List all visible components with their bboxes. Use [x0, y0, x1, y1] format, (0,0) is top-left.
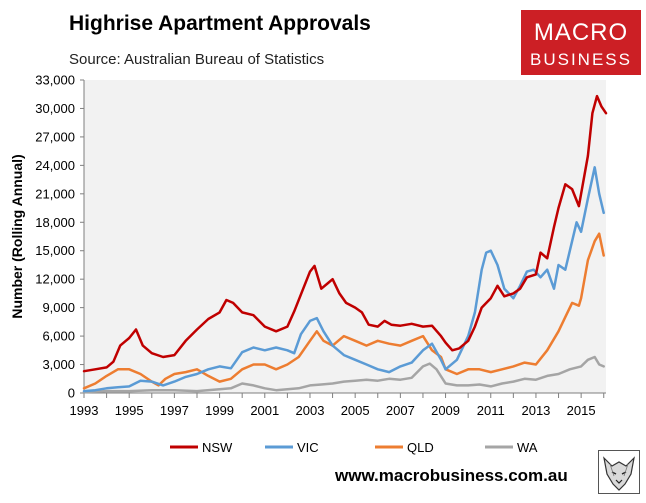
series-line-qld [82, 232, 605, 390]
x-tick-label: 1997 [160, 403, 189, 418]
x-tick-label: 2011 [477, 403, 505, 418]
y-tick-label: 3,000 [42, 357, 75, 372]
legend-label: NSW [202, 440, 233, 455]
x-tick-label: 2007 [386, 403, 415, 418]
legend-label: VIC [297, 440, 319, 455]
macrobusiness-logo: MACRO BUSINESS [521, 10, 641, 75]
legend: NSW VIC QLD WA [170, 440, 538, 455]
legend-label: QLD [407, 440, 434, 455]
x-tick-label: 2015 [567, 403, 596, 418]
y-tick-label: 0 [68, 386, 75, 401]
series-line-wa [82, 355, 605, 394]
x-tick-label: 2003 [296, 403, 325, 418]
series-line-nsw [82, 94, 608, 373]
footer-url[interactable]: www.macrobusiness.com.au [335, 466, 568, 485]
legend-item-qld: QLD [375, 440, 434, 455]
x-axis: 1993 1995 1997 1999 2001 2003 2005 2007 2009 2011… [70, 392, 606, 418]
y-axis: 0 3,000 6,000 9,000 12,000 15,000 18,000 21,000… [35, 73, 85, 401]
y-tick-label: 15,000 [35, 243, 75, 258]
series-line-vic [82, 166, 605, 393]
y-tick-label: 12,000 [35, 272, 75, 287]
chart-subtitle: Source: Australian Bureau of Statistics [69, 51, 325, 68]
y-tick-label: 24,000 [35, 158, 75, 173]
y-axis-label: Number (Rolling Annual) [9, 154, 25, 318]
legend-item-nsw: NSW [170, 440, 233, 455]
plot-area [84, 80, 606, 393]
y-tick-label: 18,000 [35, 215, 75, 230]
y-tick-label: 30,000 [35, 101, 75, 116]
y-tick-label: 33,000 [35, 73, 75, 88]
chart-title: Highrise Apartment Approvals [69, 12, 371, 35]
x-tick-label: 1995 [115, 403, 144, 418]
y-tick-label: 9,000 [42, 300, 75, 315]
x-tick-label: 2009 [431, 403, 460, 418]
x-tick-label: 2013 [521, 403, 550, 418]
series-layer [82, 94, 608, 394]
wolf-mascot-icon [598, 450, 640, 494]
x-tick-label: 1993 [70, 403, 99, 418]
x-tick-label: 2001 [250, 403, 279, 418]
logo-line-2: BUSINESS [530, 50, 632, 69]
legend-label: WA [517, 440, 538, 455]
logo-line-1: MACRO [533, 19, 629, 46]
legend-item-vic: VIC [265, 440, 319, 455]
legend-item-wa: WA [485, 440, 538, 455]
x-tick-label: 2005 [341, 403, 370, 418]
y-tick-label: 27,000 [35, 129, 75, 144]
y-tick-label: 21,000 [35, 186, 75, 201]
y-tick-label: 6,000 [42, 329, 75, 344]
x-tick-label: 1999 [205, 403, 234, 418]
